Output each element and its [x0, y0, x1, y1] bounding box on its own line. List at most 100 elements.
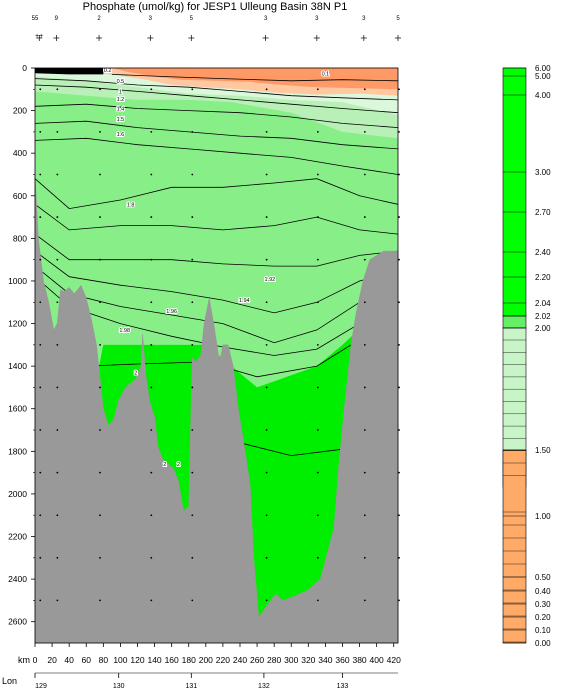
- sample-dot: [316, 88, 319, 91]
- sample-dot: [150, 429, 153, 431]
- sample-dot: [150, 216, 153, 218]
- sample-dot: [398, 258, 400, 261]
- sample-dot: [56, 471, 59, 474]
- sample-dot: [316, 343, 319, 346]
- sample-dot: [56, 173, 59, 176]
- legend-label-16: 0.10: [535, 626, 551, 635]
- sample-dot: [39, 343, 42, 346]
- lon-axis-label: Lon: [2, 676, 17, 686]
- sample-dot: [56, 599, 59, 602]
- legend-label-8: 2.02: [535, 312, 551, 321]
- sample-dot: [265, 258, 268, 261]
- sample-dot: [265, 386, 268, 389]
- y-tick-label-8: 1600: [8, 404, 27, 414]
- contour-line-4: [34, 203, 399, 235]
- sample-dot: [150, 599, 153, 602]
- station-label-6: 3: [315, 16, 319, 22]
- sample-dot: [56, 514, 59, 517]
- sample-dot: [191, 429, 194, 431]
- sample-dot: [99, 88, 101, 91]
- sample-dot: [398, 514, 400, 517]
- x-tick-label-7: 140: [147, 655, 161, 665]
- sample-dot: [56, 343, 59, 346]
- sample-dot: [316, 556, 319, 559]
- sample-dot: [39, 258, 42, 261]
- lon-tick-label-0: 129: [35, 683, 47, 690]
- sample-dot: [265, 471, 268, 474]
- x-tick-label-0: 0: [33, 655, 38, 665]
- sample-dot: [99, 173, 101, 176]
- sample-dot: [39, 386, 42, 389]
- sample-dot: [39, 429, 42, 431]
- contour-label-10: 1.94: [239, 298, 250, 304]
- x-tick-label-6: 120: [130, 655, 144, 665]
- sample-dot: [56, 258, 59, 261]
- sample-dot: [150, 343, 153, 346]
- sample-dot: [398, 130, 400, 133]
- y-tick-label-10: 2000: [8, 489, 27, 499]
- sample-dot: [191, 216, 194, 218]
- sample-dot: [316, 599, 319, 602]
- sample-dot: [56, 556, 59, 559]
- sample-dot: [99, 130, 101, 133]
- contour-line-12: [34, 84, 399, 114]
- sample-dot: [265, 429, 268, 431]
- sample-dot: [150, 471, 153, 474]
- legend-label-0: 6.00: [535, 64, 551, 73]
- contour-label-8: 1.8: [127, 202, 135, 208]
- x-tick-label-17: 340: [318, 655, 332, 665]
- contour-line-11: [34, 78, 399, 101]
- contour-line-5: [34, 233, 399, 267]
- y-tick-label-0: 0: [22, 63, 27, 73]
- sample-dot: [56, 216, 59, 218]
- contour-line-2: [34, 137, 399, 175]
- sample-dot: [363, 216, 366, 218]
- contour-line-10: [239, 442, 343, 457]
- sample-dot: [39, 216, 42, 218]
- sample-dot: [265, 216, 268, 218]
- contour-label-2: 0.5: [117, 79, 125, 85]
- sample-dot: [99, 429, 101, 431]
- sample-dot: [265, 343, 268, 346]
- sample-dot: [39, 514, 42, 517]
- y-tick-label-2: 400: [13, 148, 27, 158]
- plot-frame: [34, 67, 399, 644]
- sample-dot: [316, 130, 319, 133]
- sample-dot: [398, 173, 400, 176]
- sample-dot: [99, 514, 101, 517]
- station-label-8: 5: [396, 16, 400, 22]
- sample-dot: [265, 173, 268, 176]
- sample-dot: [56, 301, 59, 304]
- x-tick-label-12: 240: [233, 655, 247, 665]
- x-axis-label: km: [18, 655, 30, 665]
- sample-dot: [363, 386, 366, 389]
- contour-line-6: [34, 250, 399, 314]
- y-tick-label-5: 1000: [8, 276, 27, 286]
- sample-dot: [265, 88, 268, 91]
- x-tick-label-3: 60: [82, 655, 92, 665]
- sample-dot: [99, 301, 101, 304]
- contour-label-6: 1.5: [117, 117, 125, 123]
- legend-label-12: 0.50: [535, 573, 551, 582]
- sample-dot: [191, 130, 194, 133]
- sample-dot: [39, 599, 42, 602]
- sample-dot: [191, 599, 194, 602]
- legend-block-mid: [502, 315, 527, 329]
- sample-dot: [398, 343, 400, 346]
- y-tick-label-13: 2600: [8, 617, 27, 627]
- contour-label-15: 2: [177, 462, 180, 468]
- sample-dot: [363, 514, 366, 517]
- sample-dot: [363, 471, 366, 474]
- legend-label-7: 2.04: [535, 299, 551, 308]
- x-tick-label-4: 80: [99, 655, 109, 665]
- legend-label-1: 5.00: [535, 72, 551, 81]
- contour-line-1: [34, 120, 399, 150]
- lon-tick-label-2: 131: [185, 683, 197, 690]
- station-label-4: 5: [190, 16, 194, 22]
- contour-label-14: 2: [163, 462, 166, 468]
- contour-label-0: 0.2: [104, 68, 112, 74]
- y-tick-label-4: 800: [13, 233, 27, 243]
- contour-label-9: 1.92: [265, 277, 276, 283]
